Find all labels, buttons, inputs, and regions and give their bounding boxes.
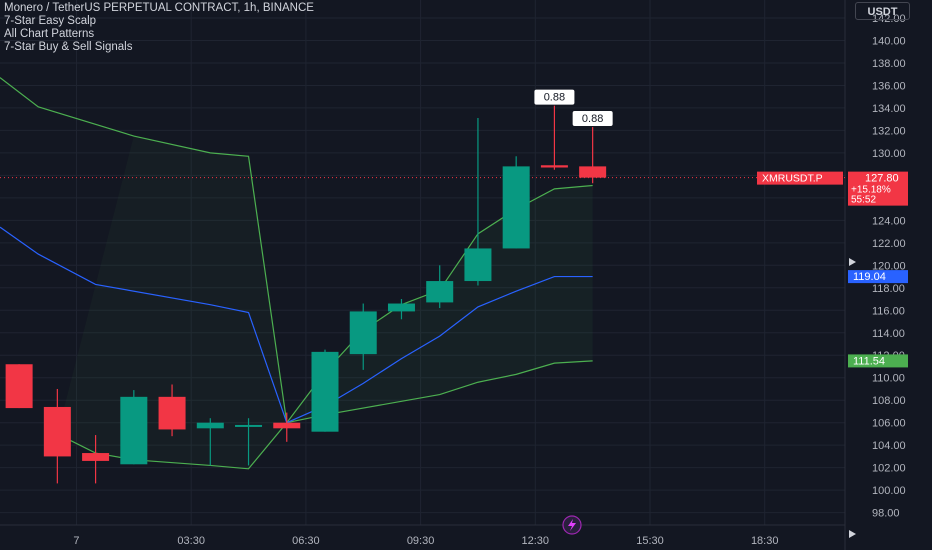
signal-label-text: 0.88: [582, 113, 603, 125]
band-mid-line: [0, 226, 593, 424]
candle-body: [273, 422, 301, 429]
signal-label-box: [534, 89, 575, 105]
candle: [158, 384, 186, 437]
candle-body: [235, 424, 263, 427]
candle-body: [349, 311, 377, 355]
candle: [43, 388, 71, 484]
price-tick-label: 110.00: [872, 373, 905, 385]
level-tag-text: 111.54: [853, 355, 885, 367]
candle-body: [502, 166, 530, 249]
candle: [579, 127, 607, 184]
level-tag: 119.04: [848, 270, 908, 284]
candle-body: [5, 364, 33, 409]
time-tick-label: 7: [73, 535, 79, 547]
candle-body: [311, 351, 339, 432]
price-tick-label: 100.00: [872, 485, 906, 497]
price-tick-label: 114.00: [872, 328, 905, 340]
time-tick-label: 12:30: [522, 535, 550, 547]
candle-body: [43, 406, 71, 457]
price-tick-label: 132.00: [872, 125, 906, 137]
time-tick-label: 06:30: [292, 535, 320, 547]
candle-body: [579, 166, 607, 178]
candle: [349, 303, 377, 370]
candle-body: [540, 165, 568, 168]
candle: [311, 349, 339, 432]
candle-body: [464, 248, 492, 282]
candle-body: [426, 281, 454, 303]
currency-button[interactable]: USDT: [855, 2, 910, 20]
candle-body: [158, 396, 186, 430]
candle: [196, 418, 224, 466]
candle-body: [196, 422, 224, 429]
price-tick-label: 98.00: [872, 508, 900, 520]
price-axis: 98.00 100.00 102.00 104.00 106.00 108.00 110.0…: [872, 13, 906, 520]
symbol-tag-box: [757, 171, 843, 185]
price-tick-label: 142.00: [872, 13, 906, 25]
candle-body: [120, 396, 148, 465]
time-tick-label: 15:30: [636, 535, 664, 547]
price-tick-label: 106.00: [872, 418, 906, 430]
chart-legend: Monero / TetherUS PERPETUAL CONTRACT, 1h…: [4, 2, 314, 54]
axis-scroll-arrow-icon: [849, 258, 856, 266]
band-fill-left: [57, 136, 287, 469]
level-tag-box: [848, 354, 908, 368]
time-tick-label: 18:30: [751, 535, 779, 547]
candle: [235, 418, 263, 466]
candle: [464, 118, 492, 286]
time-axis: 7 03:30 06:30 09:30 12:30 15:30 18:30: [73, 535, 778, 547]
level-tag-box: [848, 270, 908, 284]
candle: [387, 299, 415, 320]
lightning-icon-bolt: [568, 519, 576, 531]
indicator-easy-scalp[interactable]: 7-Star Easy Scalp: [4, 15, 97, 27]
price-tag-change: +15.18%: [851, 185, 891, 196]
price-tick-label: 116.00: [872, 305, 905, 317]
price-tick-label: 108.00: [872, 395, 906, 407]
time-tick-label: 03:30: [177, 535, 205, 547]
candle: [82, 435, 110, 484]
lightning-icon: [562, 515, 582, 535]
price-tick-label: 130.00: [872, 148, 906, 160]
price-tag-box: [848, 171, 908, 206]
price-tag-countdown: 55:52: [851, 195, 876, 206]
candle: [5, 364, 33, 409]
price-tick-label: 120.00: [872, 260, 906, 272]
price-tick-label: 134.00: [872, 103, 906, 115]
current-price-tag: XMRUSDT.P 127.80+15.18%55:52: [757, 171, 908, 206]
price-tick-label: 102.00: [872, 463, 906, 475]
level-tag: 111.54: [848, 354, 908, 368]
price-tick-label: 124.00: [872, 215, 906, 227]
price-tick-label: 118.00: [872, 283, 905, 295]
candle: [426, 265, 454, 309]
price-tag-value: 127.80: [865, 173, 899, 185]
price-tick-label: 104.00: [872, 440, 906, 452]
candle: [502, 156, 530, 249]
candle: [540, 105, 568, 170]
candle-body: [82, 453, 110, 461]
price-tick-label: 136.00: [872, 80, 906, 92]
symbol-title[interactable]: Monero / TetherUS PERPETUAL CONTRACT, 1h…: [4, 2, 314, 14]
candle: [120, 390, 148, 465]
signal-annotation: 0.88: [572, 111, 613, 127]
price-tick-label: 140.00: [872, 35, 906, 47]
candle-body: [387, 303, 415, 312]
signal-annotation: 0.88: [534, 89, 575, 105]
price-tick-label: 122.00: [872, 238, 906, 250]
candle: [273, 412, 301, 442]
level-tag-text: 119.04: [853, 271, 886, 283]
signal-label-box: [572, 111, 613, 127]
signal-label-text: 0.88: [544, 92, 565, 104]
indicator-buy-sell-signals[interactable]: 7-Star Buy & Sell Signals: [4, 41, 133, 53]
symbol-tag-text: XMRUSDT.P: [762, 173, 823, 185]
time-tick-label: 09:30: [407, 535, 435, 547]
indicator-chart-patterns[interactable]: All Chart Patterns: [4, 28, 95, 40]
axis-scroll-arrow-icon: [849, 530, 856, 538]
price-tick-label: 138.00: [872, 58, 906, 70]
